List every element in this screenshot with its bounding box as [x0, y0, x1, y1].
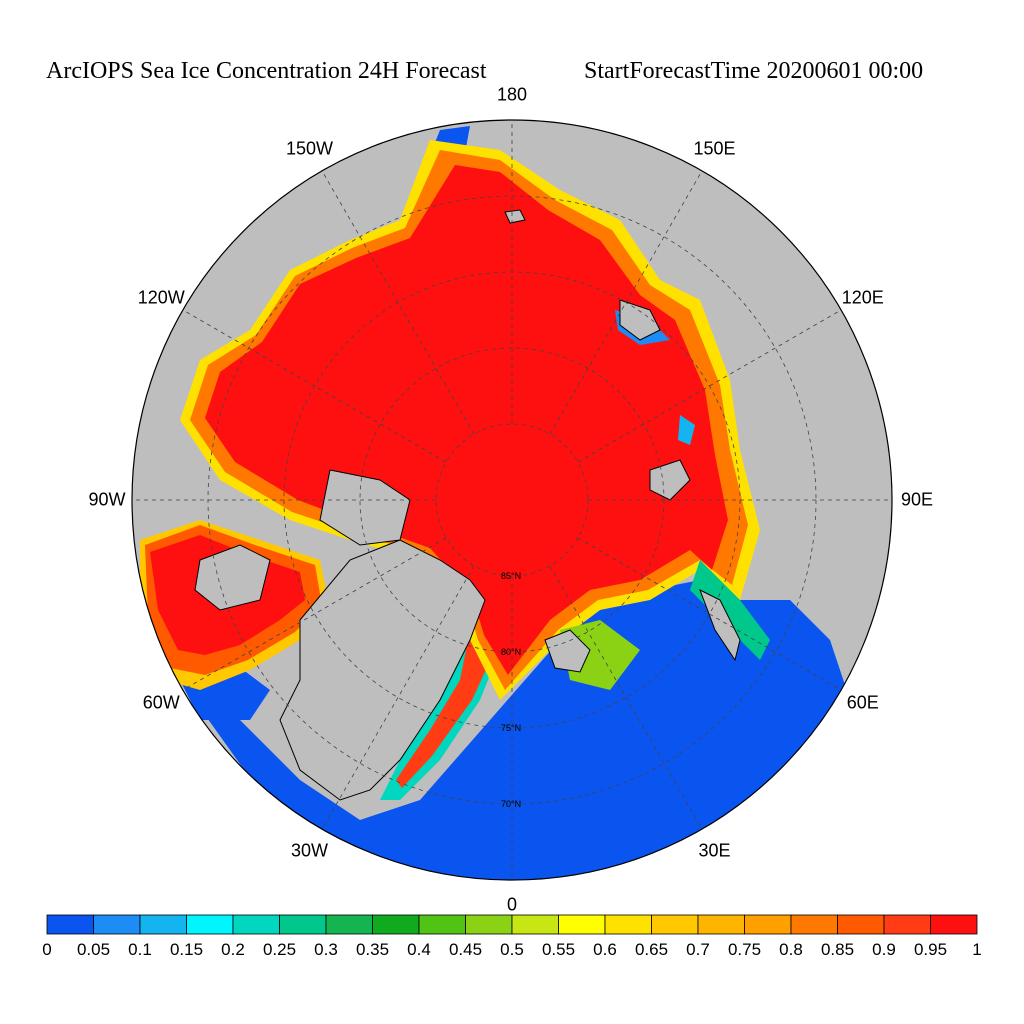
greenland — [279, 539, 486, 801]
greenland-ice-band — [396, 600, 495, 788]
meridian-line — [577, 309, 842, 463]
colorbar-swatch — [558, 914, 606, 935]
colorbar-tick-label: 0.6 — [593, 940, 617, 959]
colorbar-tick-label: 0.45 — [448, 940, 483, 959]
new-siberian-islands — [619, 299, 661, 341]
colorbar-swatch — [93, 914, 141, 935]
arctic-ice-core — [205, 165, 728, 675]
colorbar-swatch — [465, 914, 513, 935]
colorbar-swatch — [186, 914, 234, 935]
meridian-line — [182, 309, 447, 463]
wrangel-island — [504, 209, 526, 224]
colorbar-tick-label: 0.2 — [221, 940, 245, 959]
colorbar-swatch — [790, 914, 838, 935]
longitude-label-lon-120e: 120E — [841, 287, 884, 307]
colorbar-tick-label: 0.85 — [820, 940, 855, 959]
colorbar-swatch — [418, 914, 466, 935]
baffin-island — [194, 544, 271, 611]
colorbar-swatch — [651, 914, 699, 935]
colorbar-tick-label: 0.1 — [128, 940, 152, 959]
longitude-label-lon-30e: 30E — [698, 840, 731, 861]
colorbar-tick-label: 0.25 — [262, 940, 297, 959]
graticule — [132, 120, 892, 880]
colorbar-tick-label: 0.35 — [355, 940, 390, 959]
colorbar-swatch — [46, 914, 94, 935]
forecast-start-time: StartForecastTime 20200601 00:00 — [584, 58, 924, 84]
meridian-line — [549, 565, 703, 830]
kara-ice-edge — [690, 560, 770, 660]
colorbar-swatch — [372, 914, 420, 935]
colorbar-tick-label: 0.7 — [686, 940, 710, 959]
ellesmere-island — [319, 469, 411, 546]
meridian-line — [549, 170, 703, 435]
severnaya-zemlya — [649, 459, 691, 501]
longitude-label-lon-90e: 90E — [900, 489, 934, 510]
longitude-label-lon-120w: 120W — [137, 287, 185, 307]
colorbar-swatch — [930, 914, 978, 935]
colorbar-tick-label: 0.9 — [872, 940, 896, 959]
longitude-label-lon-60e: 60E — [846, 692, 879, 712]
colorbar — [46, 914, 978, 935]
meridian-line — [321, 170, 475, 435]
meridian-line — [321, 565, 475, 830]
colorbar-tick-label: 0.5 — [500, 940, 524, 959]
longitude-label-lon-180: 180 — [496, 84, 528, 105]
novaya-zemlya — [699, 588, 741, 662]
colorbar-swatch — [697, 914, 745, 935]
colorbar-swatch — [279, 914, 327, 935]
colorbar-swatch — [883, 914, 931, 935]
colorbar-tick-label: 0.55 — [541, 940, 576, 959]
lat-label-85: 85°N — [501, 571, 521, 581]
longitude-label-lon-60w: 60W — [142, 692, 180, 712]
colorbar-swatch — [744, 914, 792, 935]
atlantic-open-water — [180, 580, 850, 880]
colorbar-swatch — [604, 914, 652, 935]
lat-label-75: 75°N — [501, 723, 521, 733]
meridian-line — [182, 537, 447, 691]
colorbar-tick-label: 0.3 — [314, 940, 338, 959]
colorbar-tick-label: 0.75 — [727, 940, 762, 959]
colorbar-tick-label: 0.15 — [169, 940, 204, 959]
colorbar-swatch — [232, 914, 280, 935]
lat-label-80: 80°N — [501, 647, 521, 657]
map-border — [131, 119, 893, 881]
colorbar-tick-label: 0.4 — [407, 940, 431, 959]
longitude-label-lon-150w: 150W — [285, 138, 334, 159]
colorbar-swatch — [511, 914, 559, 935]
figure-title: ArcIOPS Sea Ice Concentration 24H Foreca… — [46, 58, 487, 84]
east-siberian-polynya — [678, 415, 695, 445]
longitude-label-lon-0: 0 — [506, 894, 518, 915]
colorbar-tick-label: 0.05 — [76, 940, 111, 959]
longitude-label-lon-90w: 90W — [88, 489, 126, 510]
svalbard — [544, 629, 591, 673]
longitude-label-lon-30w: 30W — [290, 840, 329, 861]
colorbar-swatch — [139, 914, 187, 935]
colorbar-tick-label: 1 — [972, 940, 982, 959]
colorbar-swatch — [837, 914, 885, 935]
colorbar-tick-label: 0 — [42, 940, 52, 959]
colorbar-swatch — [325, 914, 373, 935]
meridian-line — [577, 537, 842, 691]
longitude-label-lon-150e: 150E — [693, 138, 736, 159]
colorbar-tick-label: 0.95 — [913, 940, 948, 959]
lat-label-70: 70°N — [501, 799, 521, 809]
colorbar-tick-label: 0.65 — [634, 940, 669, 959]
colorbar-tick-label: 0.8 — [779, 940, 803, 959]
